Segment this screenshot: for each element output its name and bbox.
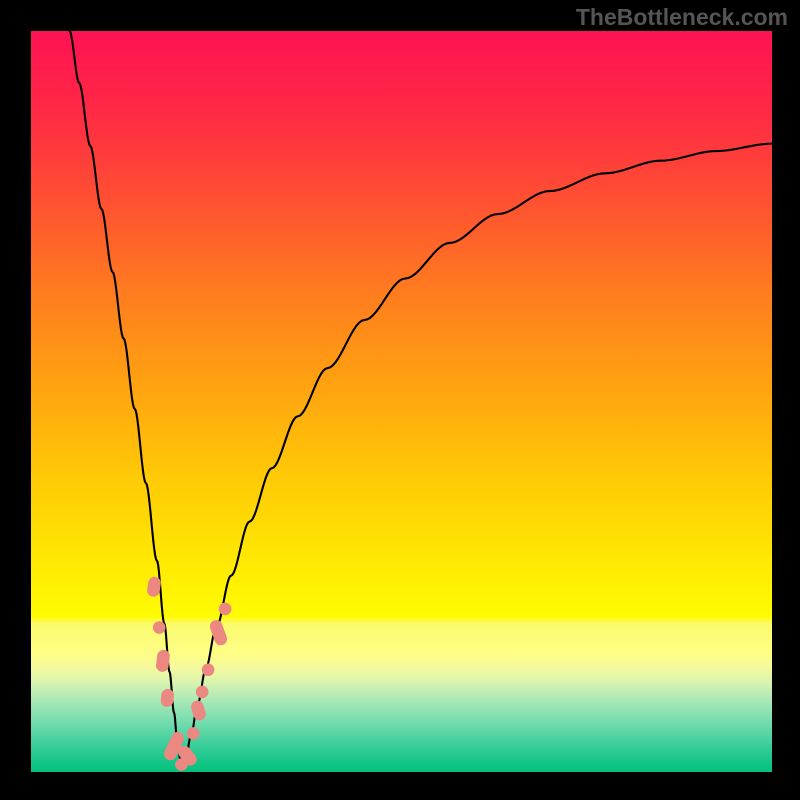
marker-dot <box>187 727 200 740</box>
bottleneck-chart <box>0 0 800 800</box>
gradient-background <box>31 31 772 772</box>
marker-dot <box>219 603 232 616</box>
marker-dot <box>202 663 215 676</box>
marker-dot <box>196 686 209 699</box>
watermark-text: TheBottleneck.com <box>576 4 788 31</box>
chart-container: TheBottleneck.com <box>0 0 800 800</box>
marker-dot <box>153 621 166 634</box>
